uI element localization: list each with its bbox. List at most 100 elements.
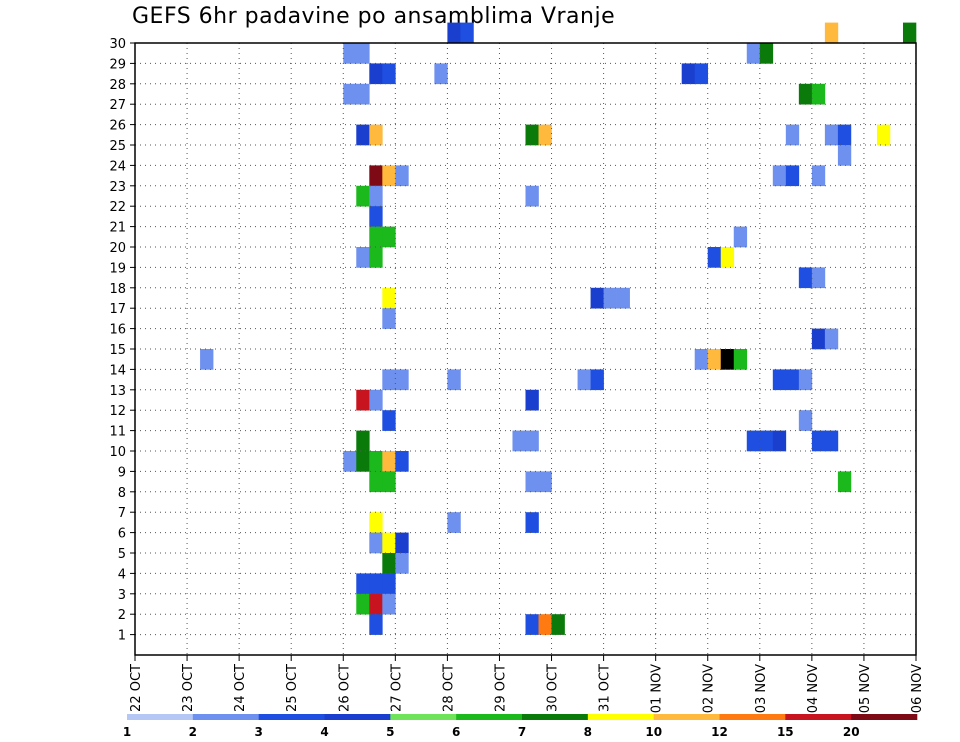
- y-tick-label: 30: [109, 37, 126, 52]
- data-cell: [395, 532, 409, 554]
- data-cell: [707, 247, 722, 268]
- y-tick-label: 6: [118, 527, 126, 542]
- data-cell: [759, 43, 774, 64]
- data-cell: [460, 22, 474, 44]
- y-tick-label: 5: [118, 547, 126, 562]
- data-cell: [382, 573, 396, 595]
- data-cell: [382, 165, 396, 187]
- data-cell: [603, 287, 617, 309]
- data-cell: [798, 83, 813, 105]
- y-tick-label: 22: [109, 200, 126, 215]
- data-cell: [785, 165, 800, 187]
- data-cell: [616, 287, 630, 309]
- colorbar-label: 12: [711, 725, 728, 739]
- data-cell: [356, 451, 370, 472]
- chart-title: GEFS 6hr padavine po ansamblima Vranje: [132, 4, 616, 29]
- data-cell: [369, 573, 383, 595]
- data-cell: [837, 124, 852, 146]
- data-cell: [811, 83, 826, 105]
- colorbar-label: 20: [843, 725, 860, 739]
- cells-layer: [200, 22, 917, 635]
- data-cell: [824, 22, 839, 44]
- colorbar-label: 4: [320, 725, 328, 739]
- y-tick-label: 2: [118, 608, 126, 623]
- data-cell: [382, 553, 396, 574]
- colorbar-label: 15: [777, 725, 794, 739]
- data-cell: [902, 22, 917, 44]
- data-cell: [525, 471, 539, 493]
- data-cell: [369, 471, 383, 493]
- data-cell: [200, 349, 214, 370]
- colorbar-swatch: [785, 714, 852, 720]
- data-cell: [343, 43, 357, 64]
- data-cell: [811, 328, 826, 350]
- data-cell: [785, 124, 800, 146]
- data-cell: [356, 247, 370, 268]
- y-tick-label: 18: [109, 282, 126, 297]
- data-cell: [733, 349, 748, 370]
- data-cell: [343, 83, 357, 105]
- y-tick-label: 7: [118, 506, 126, 521]
- x-tick-label: 01 NOV: [650, 664, 665, 713]
- data-cell: [837, 471, 852, 493]
- data-cell: [824, 124, 839, 146]
- data-cell: [720, 247, 735, 268]
- data-cell: [811, 165, 826, 187]
- y-tick-label: 16: [109, 323, 126, 338]
- colorbar-swatch: [522, 714, 589, 720]
- data-cell: [538, 471, 552, 493]
- x-tick-label: 24 OCT: [233, 664, 248, 712]
- y-tick-label: 4: [118, 567, 126, 582]
- data-cell: [876, 124, 891, 146]
- data-cell: [356, 430, 370, 452]
- colorbar: 1 2 3 4 5 6 7 8 10 12 15 20: [123, 714, 918, 739]
- data-cell: [395, 369, 409, 391]
- x-tick-label: 28 OCT: [441, 664, 456, 712]
- data-cell: [356, 83, 370, 105]
- data-cell: [447, 512, 461, 533]
- y-tick-label: 13: [109, 384, 126, 399]
- x-tick-label: 27 OCT: [389, 664, 404, 712]
- data-cell: [785, 369, 800, 391]
- colorbar-label: 7: [518, 725, 526, 739]
- data-cell: [369, 165, 383, 187]
- colorbar-label: 10: [645, 725, 662, 739]
- data-cell: [707, 349, 722, 370]
- data-cell: [746, 43, 761, 64]
- y-tick-label: 21: [109, 221, 126, 236]
- data-cell: [720, 349, 735, 370]
- x-tick-label: 31 OCT: [598, 664, 613, 712]
- data-cell: [356, 593, 370, 615]
- x-tick-label: 05 NOV: [858, 664, 873, 713]
- data-cell: [798, 410, 813, 431]
- data-cell: [681, 63, 696, 85]
- y-tick-label: 23: [109, 180, 126, 195]
- y-tick-label: 9: [118, 465, 126, 480]
- colorbar-swatch: [258, 714, 325, 720]
- data-cell: [382, 451, 396, 472]
- x-tick-label: 22 OCT: [129, 664, 144, 712]
- data-cell: [824, 328, 839, 350]
- data-cell: [798, 267, 813, 289]
- colorbar-swatch: [851, 714, 918, 720]
- data-cell: [369, 247, 383, 268]
- y-tick-label: 26: [109, 119, 126, 134]
- data-cell: [694, 63, 709, 85]
- data-cell: [356, 43, 370, 64]
- colorbar-label: 8: [584, 725, 592, 739]
- data-cell: [772, 369, 787, 391]
- data-cell: [382, 471, 396, 493]
- data-cell: [382, 532, 396, 554]
- data-cell: [772, 165, 787, 187]
- data-cell: [369, 63, 383, 85]
- data-cell: [525, 124, 539, 146]
- colorbar-swatch: [390, 714, 457, 720]
- x-tick-label: 23 OCT: [181, 664, 196, 712]
- data-cell: [434, 63, 448, 85]
- data-cell: [590, 287, 604, 309]
- colorbar-label: 1: [123, 725, 131, 739]
- data-cell: [811, 430, 826, 452]
- data-cell: [590, 369, 604, 391]
- data-cell: [447, 22, 461, 44]
